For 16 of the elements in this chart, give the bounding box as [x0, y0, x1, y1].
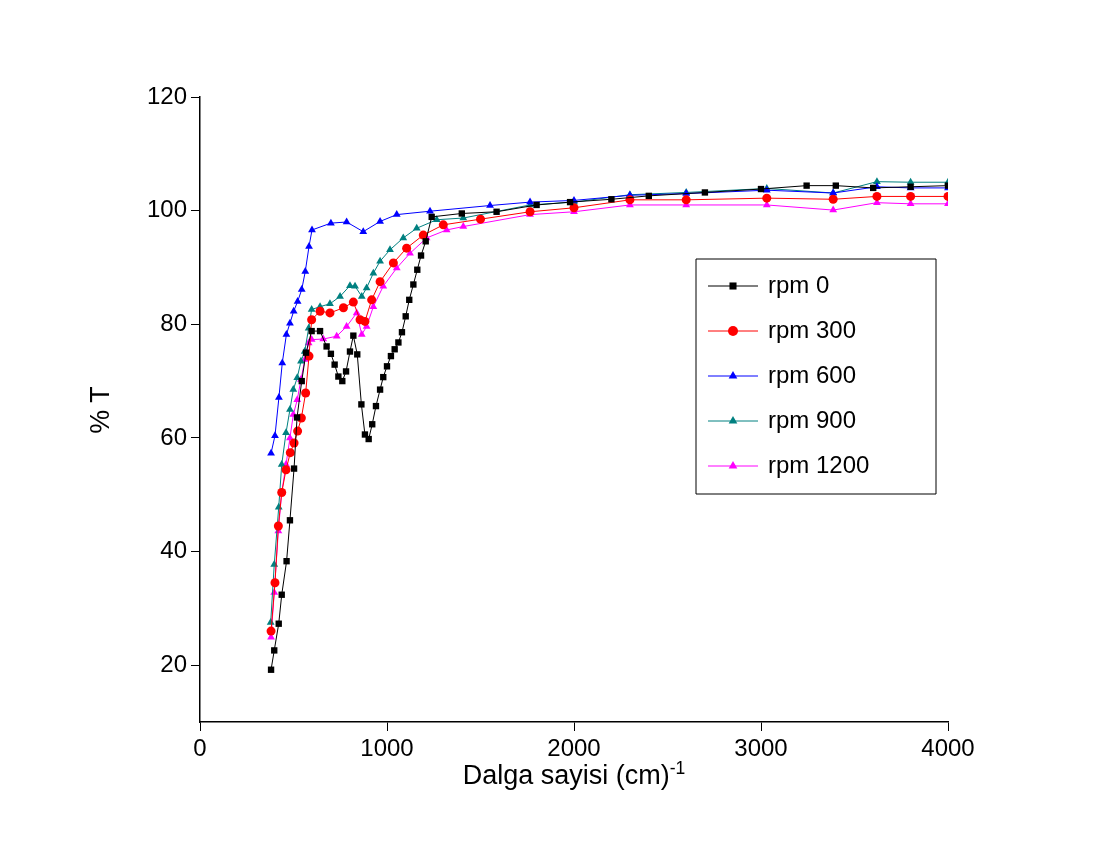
y-tick-label: 80	[160, 308, 187, 336]
legend-label: rpm 0	[768, 270, 830, 298]
y-tick-label: 20	[160, 649, 187, 677]
x-tick-label: 3000	[734, 734, 788, 762]
x-tick-label: 4000	[921, 734, 975, 762]
x-tick-label: 1000	[360, 734, 414, 762]
y-tick-label: 120	[146, 81, 187, 109]
y-tick-label: 60	[160, 422, 187, 450]
legend-label: rpm 1200	[768, 450, 870, 478]
y-tick-label: 40	[160, 536, 187, 564]
y-axis-title: % T	[84, 386, 116, 434]
x-tick-label: 0	[193, 734, 207, 762]
legend-label: rpm 900	[768, 405, 857, 433]
y-tick-label: 100	[146, 195, 187, 223]
legend-label: rpm 600	[768, 360, 857, 388]
legend-label: rpm 300	[768, 315, 857, 343]
